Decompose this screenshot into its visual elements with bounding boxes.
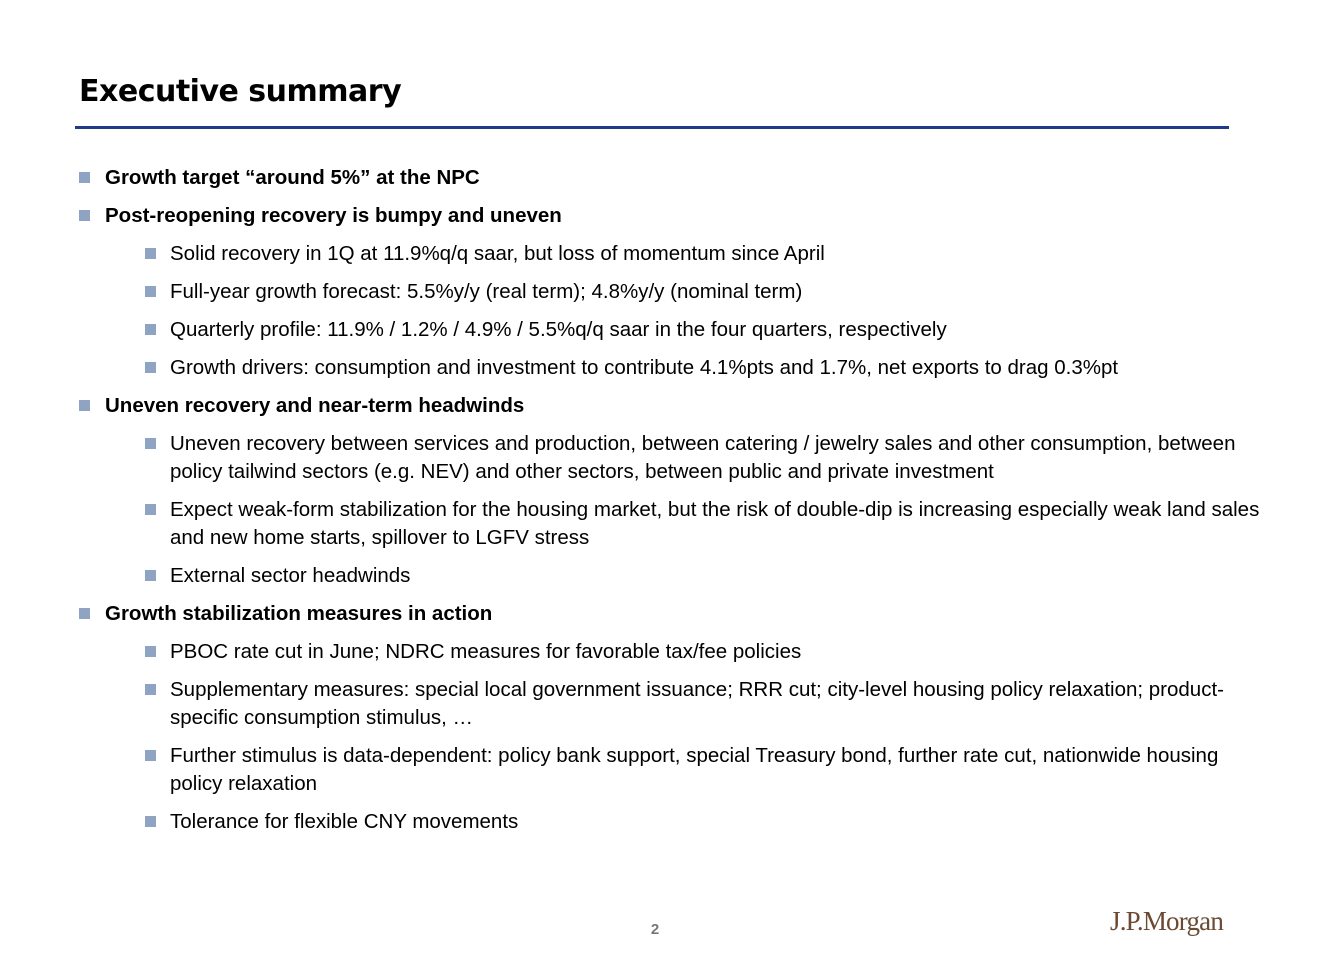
- sub-bullet-item: PBOC rate cut in June; NDRC measures for…: [0, 638, 1320, 666]
- bullet-item: Growth target “around 5%” at the NPC: [0, 164, 1320, 192]
- bullet-text: Uneven recovery between services and pro…: [170, 432, 1236, 483]
- bullet-item: Post-reopening recovery is bumpy and une…: [0, 202, 1320, 230]
- bullet-item: Uneven recovery and near-term headwinds: [0, 392, 1320, 420]
- sub-bullet-item: Full-year growth forecast: 5.5%y/y (real…: [0, 278, 1320, 306]
- bullet-text: External sector headwinds: [170, 564, 411, 587]
- page-number: 2: [650, 921, 660, 938]
- bullet-text: Growth stabilization measures in action: [105, 602, 493, 625]
- title-divider: [75, 126, 1229, 129]
- bullet-text: Growth target “around 5%” at the NPC: [105, 166, 480, 189]
- sub-bullet-item: Expect weak-form stabilization for the h…: [0, 496, 1320, 552]
- bullet-text: Supplementary measures: special local go…: [170, 678, 1224, 729]
- square-bullet-icon: [145, 570, 156, 581]
- bullet-list: Growth target “around 5%” at the NPC Pos…: [0, 164, 1320, 846]
- bullet-text: Tolerance for flexible CNY movements: [170, 810, 519, 833]
- slide-title: Executive summary: [79, 74, 402, 109]
- square-bullet-icon: [79, 608, 90, 619]
- square-bullet-icon: [145, 362, 156, 373]
- square-bullet-icon: [145, 684, 156, 695]
- square-bullet-icon: [79, 400, 90, 411]
- square-bullet-icon: [145, 438, 156, 449]
- square-bullet-icon: [145, 324, 156, 335]
- sub-bullet-item: Uneven recovery between services and pro…: [0, 430, 1320, 486]
- sub-bullet-item: Solid recovery in 1Q at 11.9%q/q saar, b…: [0, 240, 1320, 268]
- sub-bullet-item: Tolerance for flexible CNY movements: [0, 808, 1320, 836]
- bullet-text: Further stimulus is data-dependent: poli…: [170, 744, 1219, 795]
- sub-bullet-item: Growth drivers: consumption and investme…: [0, 354, 1320, 382]
- square-bullet-icon: [79, 210, 90, 221]
- sub-bullet-item: Quarterly profile: 11.9% / 1.2% / 4.9% /…: [0, 316, 1320, 344]
- square-bullet-icon: [145, 248, 156, 259]
- sub-bullet-item: Further stimulus is data-dependent: poli…: [0, 742, 1320, 798]
- square-bullet-icon: [145, 816, 156, 827]
- bullet-text: Growth drivers: consumption and investme…: [170, 356, 1119, 379]
- bullet-text: Solid recovery in 1Q at 11.9%q/q saar, b…: [170, 242, 825, 265]
- sub-bullet-item: Supplementary measures: special local go…: [0, 676, 1320, 732]
- square-bullet-icon: [79, 172, 90, 183]
- bullet-text: PBOC rate cut in June; NDRC measures for…: [170, 640, 802, 663]
- bullet-text: Post-reopening recovery is bumpy and une…: [105, 204, 562, 227]
- square-bullet-icon: [145, 286, 156, 297]
- bullet-text: Uneven recovery and near-term headwinds: [105, 394, 525, 417]
- square-bullet-icon: [145, 646, 156, 657]
- bullet-text: Full-year growth forecast: 5.5%y/y (real…: [170, 280, 803, 303]
- sub-bullet-item: External sector headwinds: [0, 562, 1320, 590]
- square-bullet-icon: [145, 504, 156, 515]
- bullet-item: Growth stabilization measures in action: [0, 600, 1320, 628]
- bullet-text: Quarterly profile: 11.9% / 1.2% / 4.9% /…: [170, 318, 947, 341]
- square-bullet-icon: [145, 750, 156, 761]
- bullet-text: Expect weak-form stabilization for the h…: [170, 498, 1260, 549]
- jpmorgan-logo: J.P.Morgan: [1110, 906, 1224, 936]
